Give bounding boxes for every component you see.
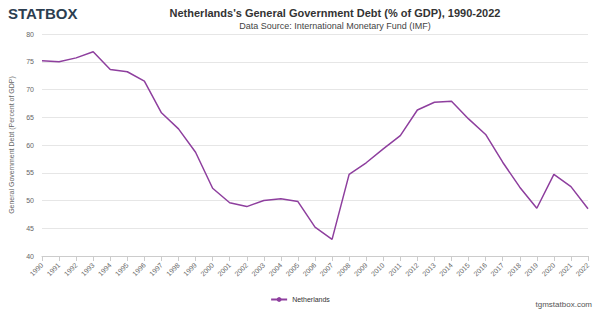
svg-text:1992: 1992 — [63, 261, 79, 277]
svg-text:2001: 2001 — [216, 261, 232, 277]
svg-text:45: 45 — [26, 225, 34, 232]
svg-text:2020: 2020 — [540, 261, 556, 277]
svg-text:65: 65 — [26, 114, 34, 121]
svg-text:60: 60 — [26, 142, 34, 149]
svg-text:2013: 2013 — [421, 261, 437, 277]
svg-text:1997: 1997 — [148, 261, 164, 277]
svg-text:40: 40 — [26, 253, 34, 260]
svg-text:2018: 2018 — [506, 261, 522, 277]
svg-text:Netherlands's General Governme: Netherlands's General Government Debt (%… — [170, 7, 501, 19]
svg-text:tgmstatbox.com: tgmstatbox.com — [536, 300, 593, 309]
svg-text:75: 75 — [26, 58, 34, 65]
svg-text:2022: 2022 — [575, 261, 591, 277]
svg-text:2005: 2005 — [284, 261, 300, 277]
svg-text:General Government Debt (Perce: General Government Debt (Percent of GDP) — [8, 76, 16, 214]
svg-text:Netherlands: Netherlands — [292, 296, 330, 303]
svg-text:2007: 2007 — [319, 261, 335, 277]
svg-text:1991: 1991 — [46, 261, 62, 277]
svg-text:STATBOX: STATBOX — [8, 5, 77, 22]
svg-text:70: 70 — [26, 86, 34, 93]
svg-text:1993: 1993 — [80, 261, 96, 277]
svg-text:1994: 1994 — [97, 261, 113, 277]
svg-text:2019: 2019 — [523, 261, 539, 277]
svg-text:2003: 2003 — [250, 261, 266, 277]
svg-text:2006: 2006 — [302, 261, 318, 277]
svg-text:Data Source: International Mon: Data Source: International Monetary Fund… — [239, 21, 431, 31]
svg-text:1990: 1990 — [29, 261, 45, 277]
svg-text:50: 50 — [26, 197, 34, 204]
svg-text:55: 55 — [26, 169, 34, 176]
svg-text:2002: 2002 — [233, 261, 249, 277]
svg-text:2014: 2014 — [438, 261, 454, 277]
svg-text:2011: 2011 — [387, 261, 403, 277]
svg-text:1999: 1999 — [182, 261, 198, 277]
svg-text:2000: 2000 — [199, 261, 215, 277]
svg-text:1995: 1995 — [114, 261, 130, 277]
svg-text:2017: 2017 — [489, 261, 505, 277]
svg-text:2008: 2008 — [336, 261, 352, 277]
svg-text:80: 80 — [26, 31, 34, 38]
svg-text:2010: 2010 — [370, 261, 386, 277]
svg-text:2004: 2004 — [267, 261, 283, 277]
svg-text:1996: 1996 — [131, 261, 147, 277]
svg-text:2016: 2016 — [472, 261, 488, 277]
svg-text:2015: 2015 — [455, 261, 471, 277]
svg-text:2021: 2021 — [557, 261, 573, 277]
svg-text:2012: 2012 — [404, 261, 420, 277]
svg-text:1998: 1998 — [165, 261, 181, 277]
svg-text:2009: 2009 — [353, 261, 369, 277]
